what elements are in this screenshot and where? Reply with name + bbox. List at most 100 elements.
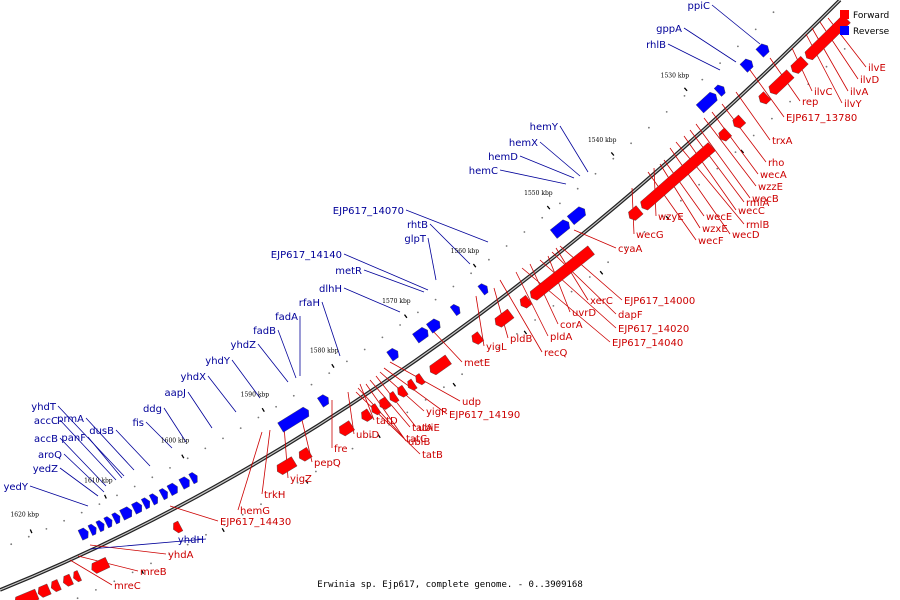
tick-dot xyxy=(843,48,846,50)
tick-dot xyxy=(470,272,472,275)
gene-label: wecG xyxy=(636,230,664,241)
gene-label: hemY xyxy=(530,122,559,133)
tick-dot xyxy=(559,202,561,205)
tick-dot xyxy=(612,157,615,160)
gene-label: EJP617_14070 xyxy=(333,206,404,217)
gene-arrow xyxy=(148,493,158,506)
gene-arrow xyxy=(277,406,310,433)
gene-label: fadB xyxy=(253,326,276,337)
tick-dot xyxy=(701,78,704,81)
tick-dot xyxy=(27,535,30,538)
gene-arrow xyxy=(158,488,168,501)
leader-line xyxy=(29,485,89,507)
reverse-leader-lines xyxy=(29,4,761,550)
tick-dot xyxy=(734,151,737,154)
genome-caption: Erwinia sp. Ejp617, complete genome. - 0… xyxy=(317,580,583,590)
tick-dot xyxy=(363,348,366,351)
gene-label: glpT xyxy=(404,234,426,245)
leader-line xyxy=(499,279,543,353)
reverse-gene-labels: ppiC gppA rhlB hemY hemX hemD hemC EJP617_14070… xyxy=(3,1,710,546)
major-tick xyxy=(181,454,185,459)
leader-line xyxy=(261,429,271,495)
tick-dot xyxy=(169,467,171,469)
leader-line xyxy=(555,247,589,301)
gene-label: yhdZ xyxy=(231,340,257,351)
gene-label: udp xyxy=(462,397,481,408)
leader-line xyxy=(669,147,731,235)
gene-label: yhdH xyxy=(178,535,204,546)
major-tick xyxy=(665,215,670,220)
tick-label: 1600 kbp xyxy=(161,437,190,444)
gene-arrow xyxy=(339,420,355,437)
gene-label: tatC xyxy=(406,434,427,445)
leader-line xyxy=(89,538,207,550)
gene-label: rhtB xyxy=(407,220,428,231)
major-tick xyxy=(29,529,33,534)
gene-arrow xyxy=(50,579,62,593)
gene-arrow xyxy=(379,396,392,410)
tick-labels: 1530 kbp 1540 kbp 1550 kbp 1560 kbp 1570 kbp… xyxy=(10,73,689,519)
tick-dot xyxy=(661,215,664,218)
gene-arrow xyxy=(371,403,382,416)
minor-tick-dots xyxy=(10,11,846,600)
leader-line xyxy=(277,329,297,379)
gene-label: wzxE xyxy=(702,224,728,235)
tick-dot xyxy=(346,360,348,363)
gene-label: ubiD xyxy=(356,430,379,441)
gene-arrow xyxy=(91,557,111,574)
gene-label: ubiB xyxy=(408,437,430,448)
gene-label: EJP617_14020 xyxy=(618,324,689,335)
tick-dot xyxy=(716,167,719,170)
gene-arrow xyxy=(111,512,121,525)
tick-dot xyxy=(683,95,686,97)
gene-label: ppiC xyxy=(688,1,710,12)
tick-dot xyxy=(204,447,207,450)
tick-dot xyxy=(10,543,13,546)
leader-line xyxy=(519,155,575,179)
gene-label: pepQ xyxy=(314,458,341,469)
gene-label: aapJ xyxy=(164,388,186,399)
tick-dot xyxy=(205,533,207,536)
major-tick xyxy=(472,263,477,268)
leader-line xyxy=(683,27,737,63)
tick-dot xyxy=(278,492,281,495)
gene-label: hemC xyxy=(469,166,498,177)
gene-label: rep xyxy=(802,97,818,108)
leader-line xyxy=(59,467,99,497)
leader-line xyxy=(383,367,448,415)
tick-dot xyxy=(434,298,437,301)
gene-arrow xyxy=(298,447,313,462)
gene-label: trxA xyxy=(772,136,793,147)
gene-label: yhdA xyxy=(168,550,194,561)
leader-line xyxy=(355,391,421,455)
gene-label: rfaH xyxy=(299,298,320,309)
gene-label: corA xyxy=(560,320,583,331)
tick-dot xyxy=(630,142,632,145)
tick-label: 1570 kbp xyxy=(382,298,411,305)
gene-label: fis xyxy=(132,418,144,429)
tick-dot xyxy=(80,511,83,514)
gene-label: yedZ xyxy=(33,464,58,475)
tick-dot xyxy=(452,285,455,288)
legend-reverse-swatch xyxy=(840,26,849,35)
genome-backbone xyxy=(0,0,842,592)
tick-dot xyxy=(351,447,354,450)
legend-forward-swatch xyxy=(840,10,849,19)
gene-arrow xyxy=(758,91,772,105)
legend-reverse-label: Reverse xyxy=(853,27,890,37)
tick-dot xyxy=(488,258,490,261)
gene-arrow xyxy=(566,206,586,226)
gene-label: metR xyxy=(335,266,362,277)
leader-line xyxy=(59,437,107,487)
major-tick xyxy=(377,434,381,439)
leader-line xyxy=(87,436,123,479)
leader-line xyxy=(257,343,289,383)
gene-arrow xyxy=(389,391,400,404)
leader-line xyxy=(89,544,167,555)
gene-arrow xyxy=(166,482,178,496)
tick-dot xyxy=(98,503,101,505)
tick-dot xyxy=(76,597,79,600)
leader-line xyxy=(369,379,411,428)
gene-arrow xyxy=(173,520,184,534)
